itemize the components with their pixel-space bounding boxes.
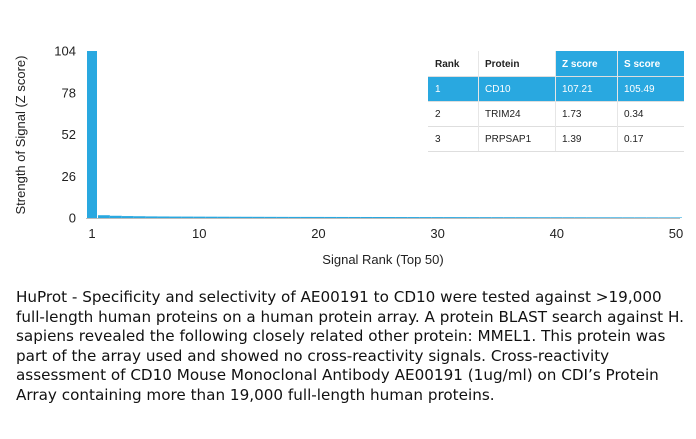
x-tick-label: 50 bbox=[669, 226, 683, 241]
bar bbox=[610, 217, 623, 218]
bar bbox=[181, 216, 194, 218]
bar bbox=[121, 216, 134, 218]
bar bbox=[133, 216, 146, 218]
table-cell: 107.21 bbox=[562, 84, 593, 95]
table-cell: 0.17 bbox=[624, 134, 644, 145]
bar bbox=[240, 216, 253, 218]
bar bbox=[527, 217, 539, 218]
bar bbox=[312, 216, 325, 218]
bar bbox=[252, 216, 265, 218]
table-header-highlight bbox=[617, 51, 684, 76]
figure-caption: HuProt - Specificity and selectivity of … bbox=[16, 288, 684, 404]
bar bbox=[276, 216, 289, 218]
bar bbox=[87, 51, 97, 218]
bar bbox=[229, 216, 241, 218]
bar bbox=[562, 217, 575, 218]
bar bbox=[407, 217, 420, 218]
table-cell: PRPSAP1 bbox=[485, 134, 532, 145]
table-cell: CD10 bbox=[485, 84, 511, 95]
bar bbox=[324, 216, 337, 218]
table-cell: 1 bbox=[435, 84, 441, 95]
table-cell: TRIM24 bbox=[485, 109, 521, 120]
bar bbox=[574, 217, 587, 218]
bar bbox=[395, 217, 408, 218]
bar bbox=[646, 217, 659, 218]
bar bbox=[670, 217, 682, 219]
bar bbox=[109, 215, 122, 218]
y-tick-label: 26 bbox=[62, 169, 76, 184]
table-header-cell: S score bbox=[624, 59, 661, 70]
bar bbox=[515, 217, 528, 218]
table-header-cell: Rank bbox=[435, 59, 460, 70]
bar bbox=[586, 217, 599, 218]
x-axis-title: Signal Rank (Top 50) bbox=[322, 252, 443, 267]
bar bbox=[336, 216, 349, 218]
y-axis-title: Strength of Signal (Z score) bbox=[13, 56, 28, 215]
x-tick-label: 40 bbox=[550, 226, 564, 241]
table-cell: 105.49 bbox=[624, 84, 655, 95]
bar bbox=[455, 217, 468, 218]
table-cell: 2 bbox=[435, 109, 441, 120]
bar bbox=[372, 217, 384, 218]
bar bbox=[360, 216, 373, 218]
x-tick-label: 30 bbox=[430, 226, 444, 241]
bar bbox=[658, 217, 671, 218]
bar bbox=[157, 216, 170, 218]
bar bbox=[491, 217, 504, 218]
bar bbox=[217, 216, 230, 218]
bar bbox=[348, 216, 361, 218]
x-tick-label: 20 bbox=[311, 226, 325, 241]
bar bbox=[622, 217, 635, 218]
table-cell: 1.73 bbox=[562, 109, 582, 120]
bar bbox=[538, 217, 551, 218]
y-tick-label: 0 bbox=[69, 211, 76, 226]
bar bbox=[598, 217, 611, 218]
axes: 0 26 52 78 104 1 10 20 30 40 50 Signal Rank (Top 50… bbox=[13, 44, 683, 268]
y-tick-label: 52 bbox=[62, 127, 76, 142]
table-cell: 1.39 bbox=[562, 134, 582, 145]
bar bbox=[193, 216, 206, 218]
x-tick-label: 1 bbox=[88, 226, 95, 241]
table-header-cell: Z score bbox=[562, 59, 598, 70]
table-header-cell: Protein bbox=[485, 59, 519, 70]
table-cell: 0.34 bbox=[624, 109, 644, 120]
bars bbox=[87, 51, 682, 219]
bar bbox=[419, 217, 432, 218]
x-tick-label: 10 bbox=[192, 226, 206, 241]
y-tick-label: 78 bbox=[62, 85, 76, 100]
bar bbox=[550, 217, 563, 218]
bar bbox=[503, 217, 516, 218]
bar bbox=[479, 217, 492, 218]
table-cell: 3 bbox=[435, 134, 441, 145]
bar bbox=[145, 216, 158, 218]
bar bbox=[467, 217, 480, 218]
chart: 0 26 52 78 104 1 10 20 30 40 50 Signal Rank (Top 50… bbox=[13, 44, 684, 268]
bar bbox=[97, 215, 110, 218]
bar bbox=[384, 217, 396, 218]
bar bbox=[300, 216, 313, 218]
bar bbox=[205, 216, 218, 218]
bar bbox=[431, 217, 444, 218]
bar bbox=[169, 216, 182, 218]
bar bbox=[634, 217, 647, 218]
bar bbox=[288, 216, 301, 218]
data-table: Rank Protein Z score S score 1 CD10 107.21 105.… bbox=[428, 51, 684, 152]
y-tick-label: 104 bbox=[54, 44, 76, 59]
bar bbox=[264, 216, 277, 218]
table-header-highlight bbox=[555, 51, 617, 76]
bar bbox=[443, 217, 456, 218]
